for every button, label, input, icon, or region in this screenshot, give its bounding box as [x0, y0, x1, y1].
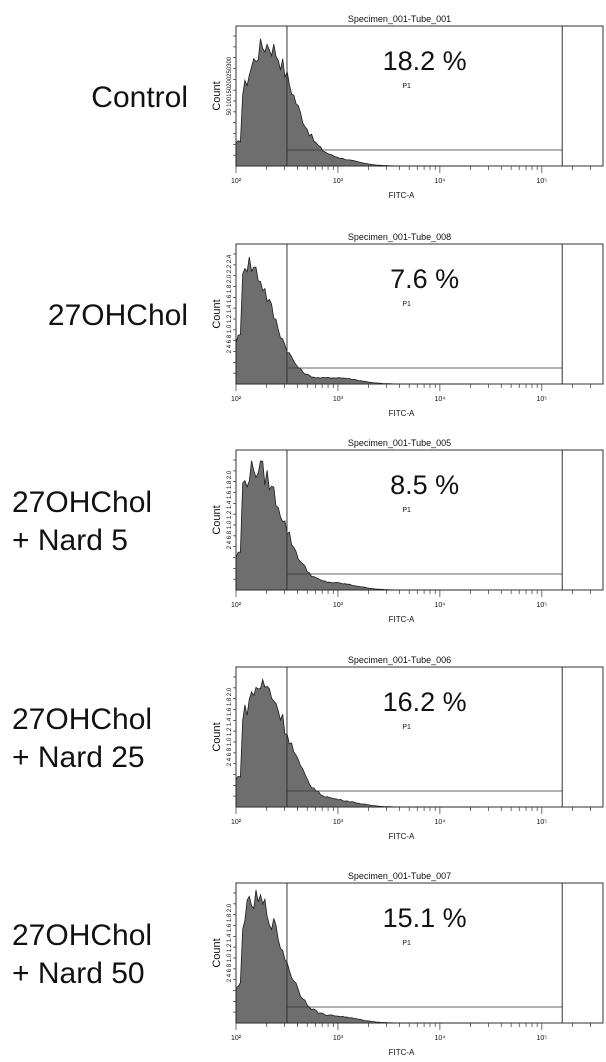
x-axis-label: FITC-A [389, 191, 415, 200]
panel-title: Specimen_001-Tube_007 [348, 871, 451, 881]
x-tick-label: 10² [231, 1035, 242, 1042]
x-axis-label: FITC-A [389, 1048, 415, 1057]
y-tick-labels: 2 4 6 8 1.0 1.2 1.4 1.6 1.8 2.0 [227, 470, 233, 549]
gate-percent: 7.6 % [390, 264, 459, 294]
x-tick-label: 10⁵ [536, 178, 547, 185]
gate-label: P1 [402, 301, 411, 308]
condition-label: 27OHChol [0, 297, 188, 335]
x-tick-label: 10⁴ [434, 178, 445, 185]
x-axis-label: FITC-A [389, 615, 415, 624]
x-tick-label: 10³ [333, 178, 344, 185]
gate-percent: 8.5 % [390, 470, 459, 500]
condition-label-line2: + Nard 5 [12, 524, 128, 557]
condition-label: Control [0, 79, 188, 117]
gate-label: P1 [402, 83, 411, 90]
histogram-area [235, 889, 481, 1024]
x-tick-label: 10⁵ [536, 602, 547, 609]
condition-label-line2: + Nard 50 [12, 957, 145, 990]
x-tick-label: 10³ [333, 602, 344, 609]
x-tick-label: 10² [231, 602, 242, 609]
y-axis-label: Count [211, 505, 223, 534]
x-axis-label: FITC-A [389, 832, 415, 841]
x-tick-label: 10² [231, 396, 242, 403]
histogram-panel: Specimen_001-Tube_006 16.2 % P1 Count 2 4 6 … [211, 655, 604, 841]
panel-title: Specimen_001-Tube_006 [348, 655, 451, 665]
condition-label-line1: Control [91, 81, 188, 114]
condition-label: 27OHChol + Nard 5 [0, 484, 188, 560]
x-tick-label: 10⁵ [536, 819, 547, 826]
panel-title: Specimen_001-Tube_001 [348, 14, 451, 24]
x-tick-label: 10² [231, 178, 242, 185]
x-tick-label: 10⁵ [536, 396, 547, 403]
x-tick-label: 10⁴ [434, 602, 445, 609]
condition-label-line1: 27OHChol [12, 703, 153, 736]
condition-label-line2: + Nard 25 [12, 741, 145, 774]
y-axis-label: Count [211, 299, 223, 328]
gate-percent: 16.2 % [383, 687, 467, 717]
x-tick-label: 10³ [333, 396, 344, 403]
x-tick-label: 10⁵ [536, 1035, 547, 1042]
histogram-area [235, 38, 481, 167]
y-tick-labels: 2 4 6 8 1.0 1.2 1.4 1.6 1.8 2.0 [227, 903, 233, 982]
y-axis-label: Count [211, 722, 223, 751]
histogram-panel: Specimen_001-Tube_001 18.2 % P1 Count 50 100… [211, 14, 604, 200]
gate-label: P1 [402, 507, 411, 514]
y-axis-label: Count [211, 938, 223, 967]
y-axis-label: Count [211, 81, 223, 110]
histogram-area [235, 677, 481, 808]
condition-label-line1: 27OHChol [12, 919, 153, 952]
x-tick-label: 10³ [333, 819, 344, 826]
panel-title: Specimen_001-Tube_005 [348, 438, 451, 448]
y-tick-labels: 2 4 6 8 1.0 1.2 1.4 1.6 1.8 2.0 [227, 687, 233, 766]
x-axis-label: FITC-A [389, 409, 415, 418]
condition-label-line1: 27OHChol [47, 299, 188, 332]
y-tick-labels: 50 100150200250300 [227, 56, 233, 115]
gate-label: P1 [402, 940, 411, 947]
gate-percent: 15.1 % [383, 903, 467, 933]
x-tick-label: 10³ [333, 1035, 344, 1042]
gate-percent: 18.2 % [383, 46, 467, 76]
condition-label: 27OHChol + Nard 25 [0, 701, 188, 777]
y-tick-labels: 2 4 6 8 1.0 1.2 1.4 1.6 1.8 2.0 2.2 2.4 [227, 254, 233, 353]
x-tick-label: 10² [231, 819, 242, 826]
x-tick-label: 10⁴ [434, 819, 445, 826]
histogram-panel: Specimen_001-Tube_005 8.5 % P1 Count 2 4 6 8… [211, 438, 604, 624]
histogram-panel: Specimen_001-Tube_008 7.6 % P1 Count 2 4 6 8… [211, 232, 604, 418]
panel-title: Specimen_001-Tube_008 [348, 232, 451, 242]
condition-label-line1: 27OHChol [12, 486, 153, 519]
x-tick-label: 10⁴ [434, 396, 445, 403]
histogram-area [235, 257, 481, 385]
condition-label: 27OHChol + Nard 50 [0, 917, 188, 993]
x-tick-label: 10⁴ [434, 1035, 445, 1042]
histogram-area [235, 460, 481, 591]
histogram-panel: Specimen_001-Tube_007 15.1 % P1 Count 2 4 6 … [211, 871, 604, 1057]
gate-label: P1 [402, 724, 411, 731]
